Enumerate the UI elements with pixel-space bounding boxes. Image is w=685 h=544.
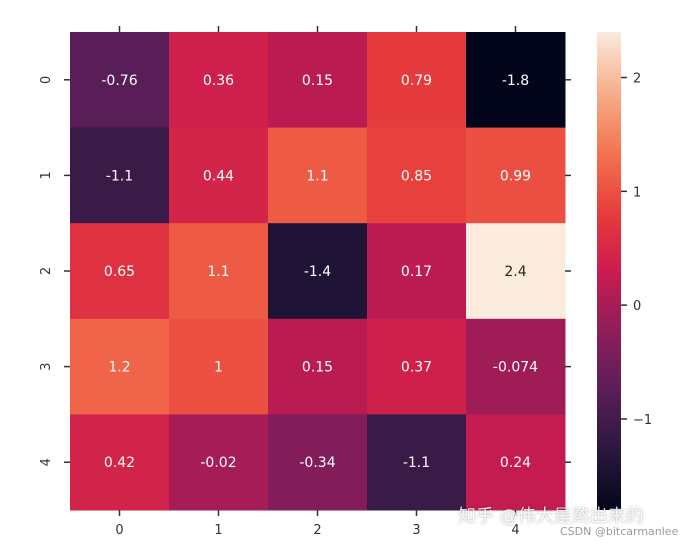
cell-annotation-3-4: -0.074: [493, 360, 538, 376]
y-tick-label-2: 2: [39, 267, 54, 275]
cell-annotation-1-3: 0.85: [401, 168, 432, 184]
cell-annotation-0-2: 0.15: [302, 73, 333, 89]
colorbar-gradient: [597, 32, 621, 510]
colorbar-tick-label-2: 0: [633, 299, 641, 314]
cell-annotation-3-1: 1: [214, 360, 223, 376]
heatmap-cell-2-4: [466, 223, 566, 320]
heatmap-cell-4-2: [268, 414, 368, 511]
cell-annotation-0-3: 0.79: [401, 73, 432, 89]
heatmap-cell-1-2: [268, 127, 368, 224]
colorbar-tick-label-1: 1: [633, 185, 641, 200]
colorbar-tick-label-3: −1: [633, 413, 652, 428]
cell-annotation-2-1: 1.1: [207, 264, 229, 280]
cell-annotation-1-1: 0.44: [203, 168, 234, 184]
cell-annotation-1-4: 0.99: [500, 168, 531, 184]
heatmap-cell-3-0: [70, 318, 170, 415]
heatmap-cell-2-3: [367, 223, 467, 320]
cell-annotation-3-2: 0.15: [302, 360, 333, 376]
heatmap-cell-4-1: [169, 414, 269, 511]
cell-annotation-2-2: -1.4: [304, 264, 331, 280]
cell-annotation-0-0: -0.76: [101, 73, 137, 89]
heatmap-cell-3-4: [466, 318, 566, 415]
cell-annotation-1-2: 1.1: [306, 168, 328, 184]
heatmap-cell-1-4: [466, 127, 566, 224]
heatmap-cell-2-1: [169, 223, 269, 320]
x-tick-label-2: 2: [313, 523, 321, 538]
x-tick-label-3: 3: [412, 523, 420, 538]
colorbar: 2 1 0 −1: [597, 32, 652, 510]
heatmap-cell-2-0: [70, 223, 170, 320]
heatmap-cell-1-3: [367, 127, 467, 224]
heatmap-cell-2-2: [268, 223, 368, 320]
cell-annotations: -0.76 0.36 0.15 0.79 -1.8 -1.1 0.44 1.1 0.85 0.99…: [101, 73, 538, 471]
heatmap-cell-0-2: [268, 32, 368, 129]
y-axis: 0 1 2 3 4: [39, 76, 571, 466]
heatmap-cell-0-3: [367, 32, 467, 129]
watermark-main: 知乎 @伟大是熬出来的: [458, 506, 644, 527]
cell-annotation-4-2: -0.34: [299, 455, 335, 471]
heatmap-cell-1-1: [169, 127, 269, 224]
cell-annotation-2-3: 0.17: [401, 264, 432, 280]
y-tick-label-4: 4: [39, 458, 54, 466]
cell-annotation-4-0: 0.42: [104, 455, 135, 471]
heatmap-cell-4-0: [70, 414, 170, 511]
x-axis: 0 1 2 3 4: [115, 26, 520, 538]
y-tick-label-1: 1: [39, 171, 54, 179]
heatmap-cells: [70, 32, 566, 511]
cell-annotation-2-0: 0.65: [104, 264, 135, 280]
heatmap-cell-0-4: [466, 32, 566, 129]
cell-annotation-0-4: -1.8: [502, 73, 529, 89]
y-tick-label-0: 0: [39, 76, 54, 84]
cell-annotation-3-3: 0.37: [401, 360, 432, 376]
x-tick-label-4: 4: [511, 523, 519, 538]
cell-annotation-4-1: -0.02: [200, 455, 236, 471]
x-tick-label-1: 1: [214, 523, 222, 538]
cell-annotation-0-1: 0.36: [203, 73, 234, 89]
heatmap-cell-3-1: [169, 318, 269, 415]
heatmap-cell-1-0: [70, 127, 170, 224]
y-tick-label-3: 3: [39, 362, 54, 370]
heatmap-cell-3-2: [268, 318, 368, 415]
cell-annotation-3-0: 1.2: [108, 360, 130, 376]
cell-annotation-4-3: -1.1: [403, 455, 430, 471]
heatmap-cell-0-1: [169, 32, 269, 129]
heatmap-cell-4-3: [367, 414, 467, 511]
x-tick-label-0: 0: [115, 523, 123, 538]
cell-annotation-4-4: 0.24: [500, 455, 531, 471]
heatmap-cell-3-3: [367, 318, 467, 415]
watermark-sub: CSDN @bitcarmanlee: [560, 525, 679, 538]
cell-annotation-2-4: 2.4: [504, 264, 526, 280]
heatmap-cell-4-4: [466, 414, 566, 511]
colorbar-tick-label-0: 2: [633, 72, 641, 87]
cell-annotation-1-0: -1.1: [106, 168, 133, 184]
heatmap-cell-0-0: [70, 32, 170, 129]
